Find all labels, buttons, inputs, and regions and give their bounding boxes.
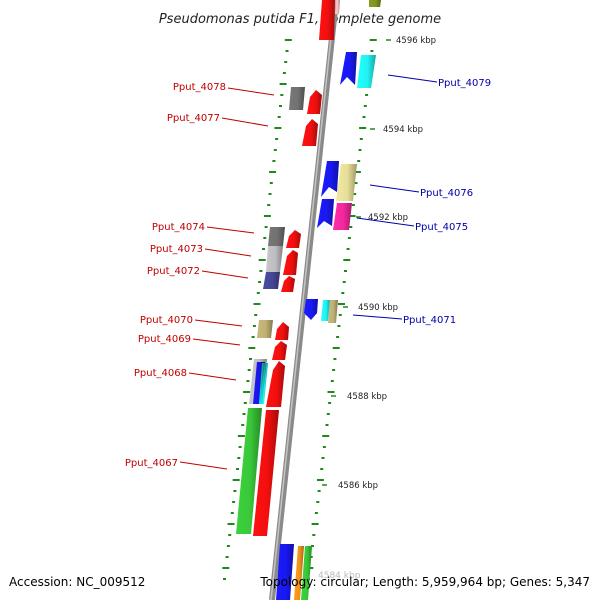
gene-label-pput-4076[interactable]: Pput_4076 bbox=[420, 188, 473, 199]
leader-line bbox=[206, 226, 255, 234]
gene-shade bbox=[257, 320, 273, 338]
leader-line bbox=[194, 319, 243, 327]
position-tick-marks bbox=[222, 39, 377, 580]
gene-shade bbox=[304, 299, 318, 320]
kbp-label: 4588 kbp bbox=[347, 392, 387, 402]
gene-shade bbox=[286, 230, 301, 248]
gene-label-pput-4071[interactable]: Pput_4071 bbox=[403, 315, 456, 326]
leader-line bbox=[352, 314, 403, 320]
kbp-label: 4594 kbp bbox=[383, 125, 423, 135]
gene-shade bbox=[336, 164, 357, 201]
gene-label-pput-4079[interactable]: Pput_4079 bbox=[438, 78, 491, 89]
gene-shade bbox=[335, 0, 340, 14]
kbp-label: 4586 kbp bbox=[338, 481, 378, 491]
gene-shade bbox=[317, 199, 334, 228]
gene-shade bbox=[369, 0, 381, 7]
leader-line bbox=[227, 87, 275, 96]
gene-shade bbox=[283, 250, 298, 275]
genome-backbone-highlight bbox=[270, 0, 336, 600]
gene-label-pput-4069[interactable]: Pput_4069 bbox=[138, 334, 191, 345]
faded-kbp-label: 4584 kbp bbox=[318, 571, 361, 581]
gene-shade bbox=[268, 227, 285, 246]
gene-label-pput-4075[interactable]: Pput_4075 bbox=[415, 222, 468, 233]
gene-shade bbox=[289, 87, 305, 110]
map-title: Pseudomonas putida F1, complete genome bbox=[159, 12, 441, 27]
gene-label-pput-4070[interactable]: Pput_4070 bbox=[140, 315, 193, 326]
gene-labels: Pput_4079 Pput_4078 Pput_4077 Pput_4076 … bbox=[125, 74, 491, 470]
leader-line bbox=[369, 184, 420, 193]
gene-shade bbox=[253, 410, 279, 536]
gene-shade bbox=[281, 276, 295, 292]
kbp-label: 4590 kbp bbox=[358, 303, 398, 313]
gene-shade bbox=[266, 246, 283, 272]
gene-shade bbox=[321, 300, 330, 321]
gene-features bbox=[236, 0, 381, 600]
gene-shade bbox=[319, 0, 335, 40]
kbp-label: 4596 kbp bbox=[396, 36, 436, 46]
gene-shade bbox=[276, 544, 294, 600]
gene-label-pput-4072[interactable]: Pput_4072 bbox=[147, 266, 200, 277]
gene-shade bbox=[266, 361, 285, 407]
leader-line bbox=[179, 461, 228, 470]
gene-shade bbox=[294, 546, 304, 600]
gene-label-pput-4067[interactable]: Pput_4067 bbox=[125, 458, 178, 469]
gene-label-pput-4073[interactable]: Pput_4073 bbox=[150, 244, 203, 255]
gene-shade bbox=[333, 203, 352, 230]
gene-label-pput-4078[interactable]: Pput_4078 bbox=[173, 82, 226, 93]
leader-line bbox=[204, 248, 252, 257]
gene-label-pput-4077[interactable]: Pput_4077 bbox=[167, 113, 220, 124]
leader-line bbox=[387, 74, 438, 83]
gene-shade bbox=[259, 363, 268, 404]
kbp-label: 4592 kbp bbox=[368, 213, 408, 223]
gene-shade bbox=[263, 272, 280, 289]
gene-shade bbox=[328, 300, 338, 323]
gene-shade bbox=[307, 90, 322, 114]
gene-shade bbox=[340, 52, 357, 85]
gene-shade bbox=[236, 408, 262, 534]
gene-shade bbox=[321, 161, 339, 197]
topology-text: Topology: circular; Length: 5,959,964 bp… bbox=[260, 575, 590, 589]
leader-line bbox=[201, 270, 249, 279]
kbp-labels: 4596 kbp 4594 kbp 4592 kbp 4590 kbp 4588… bbox=[322, 36, 436, 491]
gene-label-pput-4068[interactable]: Pput_4068 bbox=[134, 368, 187, 379]
gene-shading bbox=[236, 0, 381, 600]
gene-shade bbox=[272, 341, 287, 360]
leader-line bbox=[221, 117, 269, 127]
leader-line bbox=[188, 372, 237, 381]
genome-backbone bbox=[269, 0, 339, 600]
gene-label-pput-4074[interactable]: Pput_4074 bbox=[152, 222, 205, 233]
leader-line bbox=[356, 217, 415, 227]
gene-shade bbox=[302, 119, 318, 146]
gene-shade bbox=[301, 546, 312, 600]
gene-shade bbox=[357, 55, 376, 88]
leader-line bbox=[192, 338, 241, 346]
gene-shade bbox=[275, 322, 289, 340]
accession-text: Accession: NC_009512 bbox=[9, 575, 146, 589]
